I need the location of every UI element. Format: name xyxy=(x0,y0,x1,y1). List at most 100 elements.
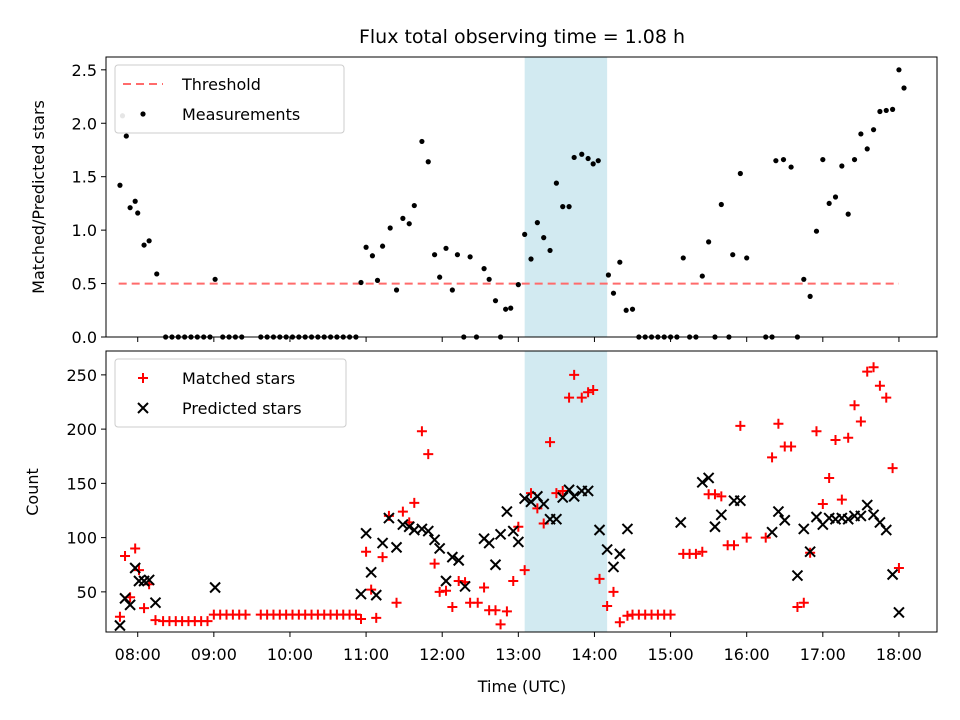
data-point xyxy=(119,592,131,605)
data-point xyxy=(583,387,594,398)
data-point xyxy=(590,161,596,167)
data-point xyxy=(202,616,213,627)
data-point xyxy=(133,565,144,576)
data-point xyxy=(447,602,458,613)
data-point xyxy=(675,516,687,529)
data-point xyxy=(858,131,864,137)
data-point xyxy=(440,575,452,587)
data-point xyxy=(363,244,369,250)
data-point xyxy=(735,420,746,431)
data-point xyxy=(443,245,449,251)
data-point xyxy=(467,254,473,260)
data-point xyxy=(826,200,832,207)
data-point xyxy=(127,205,133,211)
data-point xyxy=(454,252,461,258)
data-point xyxy=(820,156,826,163)
data-point xyxy=(406,221,412,227)
x-axis-label: Time (UTC) xyxy=(477,677,566,696)
data-point xyxy=(889,106,896,112)
y-tick-label: 2.5 xyxy=(72,61,97,80)
data-point xyxy=(741,532,752,543)
data-point xyxy=(779,514,791,526)
x-tick-label: 08:00 xyxy=(115,645,161,664)
data-point xyxy=(601,543,613,556)
data-point xyxy=(507,525,519,537)
x-tick-label: 14:00 xyxy=(571,645,617,664)
data-point xyxy=(610,290,617,296)
data-point xyxy=(387,225,393,231)
data-point xyxy=(842,513,854,525)
data-point xyxy=(150,615,161,626)
data-point xyxy=(481,266,487,272)
data-point xyxy=(744,255,750,261)
data-point xyxy=(798,523,810,535)
data-point xyxy=(397,518,409,531)
data-point xyxy=(901,85,907,91)
data-point xyxy=(528,256,534,262)
data-point xyxy=(792,602,803,613)
y-tick-label: 1.0 xyxy=(72,221,97,240)
data-point xyxy=(383,512,395,524)
data-point xyxy=(881,392,892,403)
data-point xyxy=(697,546,708,557)
y-tick-label: 250 xyxy=(66,366,97,385)
data-point xyxy=(494,528,507,541)
series-matched-stars xyxy=(114,362,904,630)
data-point xyxy=(571,154,577,161)
data-point xyxy=(365,566,377,579)
data-point xyxy=(411,202,417,209)
data-point xyxy=(117,182,123,188)
data-point xyxy=(379,243,386,249)
data-point xyxy=(883,107,889,114)
top-axes: 0.0 0.5 1.0 1.5 2.0 2.5 Threshold Measurements xyxy=(72,56,938,347)
data-point xyxy=(370,589,382,601)
data-point xyxy=(139,603,150,614)
data-point xyxy=(416,523,428,535)
legend-label: Measurements xyxy=(182,105,300,124)
data-point xyxy=(569,369,580,380)
data-point xyxy=(547,247,553,254)
data-point xyxy=(811,426,822,437)
data-point xyxy=(861,499,873,511)
x-tick-label: 17:00 xyxy=(800,645,846,664)
data-point xyxy=(403,521,415,533)
data-point xyxy=(489,559,502,571)
data-point xyxy=(390,541,403,554)
data-point xyxy=(429,558,440,569)
x-tick-label: 12:00 xyxy=(419,645,465,664)
data-point xyxy=(114,611,125,622)
legend: Threshold Measurements xyxy=(114,64,345,134)
legend: Matched stars Predicted stars xyxy=(114,358,347,428)
data-point xyxy=(550,513,563,525)
data-point xyxy=(839,163,845,169)
x-tick-label: 16:00 xyxy=(724,645,770,664)
data-point xyxy=(709,489,720,500)
data-point xyxy=(393,287,400,293)
data-point xyxy=(566,204,572,210)
data-point xyxy=(449,287,455,293)
data-point xyxy=(537,498,550,510)
data-point xyxy=(522,231,528,238)
data-point xyxy=(772,505,785,518)
data-point xyxy=(124,599,136,611)
data-point xyxy=(114,619,126,632)
chart-title: Flux total observing time = 1.08 h xyxy=(359,26,685,48)
data-point xyxy=(807,293,813,299)
data-point xyxy=(730,252,736,258)
data-point xyxy=(391,597,402,608)
data-point xyxy=(534,220,540,226)
data-point xyxy=(371,612,382,623)
data-point xyxy=(893,562,904,573)
x-tick-label: 13:00 xyxy=(495,645,541,664)
data-point xyxy=(428,534,441,546)
data-point xyxy=(893,606,905,619)
data-point xyxy=(729,540,740,551)
data-point xyxy=(766,526,778,538)
data-point xyxy=(446,551,459,563)
data-point xyxy=(595,158,601,164)
x-tick-label: 15:00 xyxy=(648,645,694,664)
y-tick-label: 50 xyxy=(77,583,97,602)
axes-frame xyxy=(105,350,938,633)
data-point xyxy=(886,568,899,581)
data-point xyxy=(377,552,388,563)
